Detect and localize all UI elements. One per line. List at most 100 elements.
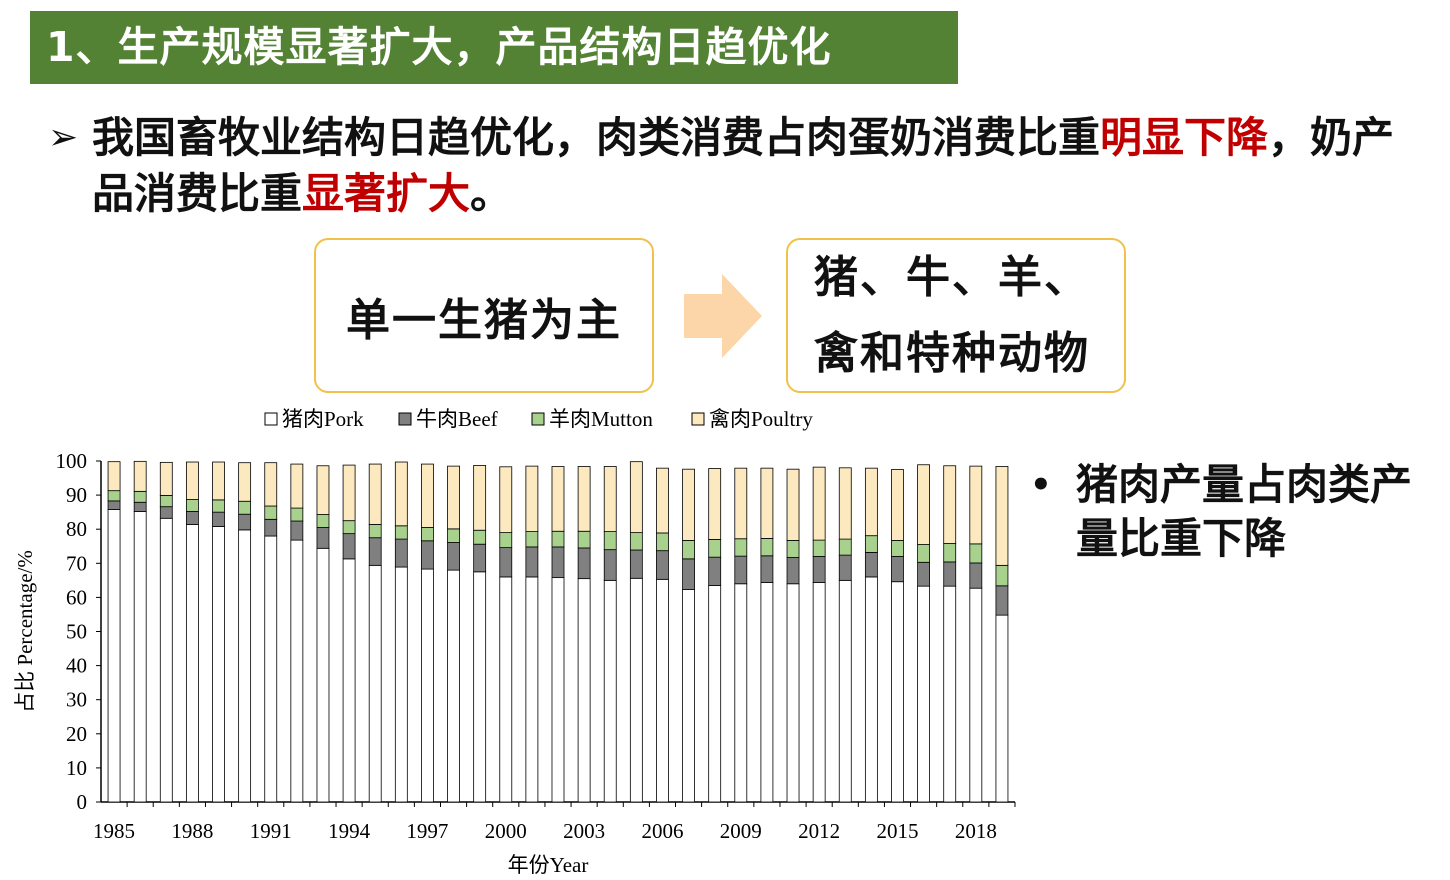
bar-segment-3 [864, 535, 878, 553]
bar-segment-2 [368, 537, 382, 566]
bar-segment-2 [185, 511, 199, 525]
to-box-line2: 禽和特种动物 [814, 328, 1090, 379]
bar-segment-2 [656, 550, 669, 580]
bar-segment-4 [682, 468, 695, 541]
bar-segment-2 [603, 549, 617, 581]
bar-segment-2 [447, 542, 460, 571]
bar-segment-4 [212, 461, 225, 501]
from-box-text: 单一生猪为主 [346, 294, 622, 346]
main-bullet-part3: 。 [470, 169, 513, 218]
legend-swatch-4 [691, 412, 705, 426]
bar-segment-4 [656, 467, 669, 534]
bar-segment-2 [629, 549, 643, 579]
x-tick-label: 1997 [406, 819, 448, 843]
bar-segment-2 [708, 556, 722, 586]
y-axis-title: 占比 Percentage/% [13, 550, 37, 713]
bar-segment-1 [499, 576, 513, 803]
bar-segment-2 [212, 511, 225, 527]
bar-segment-1 [577, 578, 591, 803]
stacked-bar-chart: 0 10 20 30 40 50 60 70 80 90 100 1985 1988 1991 1994 19… [13, 407, 1016, 877]
bar-segment-2 [917, 561, 931, 587]
bar-segment-1 [708, 585, 722, 803]
arrow-bullet-icon: ➢ [48, 117, 79, 158]
bar-segment-3 [917, 544, 931, 563]
bar-segment-4 [473, 465, 487, 531]
slide-title: 1、生产规模显著扩大，产品结构日趋优化 [30, 11, 958, 84]
bar-segment-2 [891, 556, 904, 583]
bar-segment-4 [864, 467, 878, 537]
to-box-line1: 猪、牛、羊、 [814, 252, 1090, 303]
bar-segment-2 [995, 585, 1009, 616]
bar-segment-3 [421, 527, 434, 542]
bar-segment-2 [525, 546, 539, 578]
y-tick-label: 40 [66, 654, 87, 678]
bar-segment-2 [421, 540, 434, 570]
bar-segment-2 [786, 557, 800, 585]
bar-segment-3 [656, 532, 669, 552]
bar-segment-2 [264, 518, 278, 537]
bar-segment-1 [603, 579, 617, 803]
bar-segment-2 [734, 555, 748, 585]
bar-segment-3 [891, 540, 904, 557]
x-tick-label: 2006 [641, 819, 683, 843]
bar-segment-2 [760, 555, 774, 583]
emphasis-expand: 显著扩大 [302, 169, 471, 218]
bar-segment-2 [159, 506, 173, 519]
bar-segment-3 [525, 531, 539, 548]
bar-segment-4 [760, 467, 774, 539]
bar-segment-1 [969, 587, 983, 803]
bar-segment-2 [290, 520, 304, 541]
bar-segment-3 [290, 507, 304, 522]
bar-segment-1 [133, 511, 147, 803]
bar-segment-1 [264, 535, 278, 803]
legend-label-1: 猪肉Pork [282, 407, 364, 431]
main-bullet-text: 我国畜牧业结构日趋优化，肉类消费占肉蛋奶消费比重明显下降，奶产品消费比重显著扩大… [92, 110, 1428, 222]
x-tick-label: 1994 [328, 819, 371, 843]
legend-swatch-3 [531, 412, 545, 426]
y-tick-label: 60 [66, 585, 87, 609]
bar-segment-4 [421, 463, 434, 528]
bar-segment-4 [264, 462, 278, 507]
bar-segment-4 [708, 468, 722, 540]
bar-segment-1 [682, 589, 695, 803]
bar-segment-3 [760, 538, 774, 557]
bar-segment-2 [864, 551, 878, 578]
bar-segment-1 [760, 581, 774, 803]
bar-segment-2 [394, 538, 408, 568]
emphasis-decline: 明显下降 [1100, 113, 1269, 162]
bar-segment-2 [969, 562, 983, 589]
bar-segment-3 [603, 531, 617, 551]
x-tick-label: 1991 [250, 819, 292, 843]
bar-segment-3 [264, 505, 278, 520]
bar-segment-4 [838, 467, 852, 540]
y-tick-label: 50 [66, 620, 87, 644]
bar-segment-3 [316, 514, 330, 528]
bar-segment-2 [473, 543, 487, 573]
bar-segment-3 [107, 490, 121, 502]
bar-segment-4 [995, 466, 1009, 566]
bar-segment-3 [159, 495, 173, 508]
bar-segment-4 [943, 465, 957, 544]
bar-segment-4 [969, 465, 983, 545]
side-bullet: • 猪肉产量占肉类产量比重下降 [1030, 458, 1440, 566]
x-tick-label: 2015 [876, 819, 918, 843]
bar-segment-4 [917, 464, 931, 545]
legend-swatch-2 [398, 412, 412, 426]
y-tick-label: 0 [77, 790, 88, 814]
bar-segment-4 [368, 463, 382, 525]
y-tick-label: 100 [56, 449, 88, 473]
main-bullet-part1: 我国畜牧业结构日趋优化，肉类消费占肉蛋奶消费比重 [92, 113, 1101, 162]
bar-segment-1 [107, 509, 121, 803]
x-tick-label: 1985 [93, 819, 135, 843]
bar-segment-2 [838, 554, 852, 581]
bar-segment-4 [499, 466, 513, 534]
bar-segment-3 [969, 543, 983, 564]
bar-segment-1 [185, 524, 199, 803]
main-bullet: ➢ 我国畜牧业结构日趋优化，肉类消费占肉蛋奶消费比重明显下降，奶产品消费比重显著… [48, 110, 1428, 222]
bar-segment-4 [603, 466, 617, 532]
bar-segment-3 [394, 525, 408, 540]
y-tick-label: 90 [66, 483, 87, 507]
bar-segment-3 [786, 540, 800, 558]
bar-segment-1 [838, 579, 852, 803]
bar-segment-4 [891, 469, 904, 541]
